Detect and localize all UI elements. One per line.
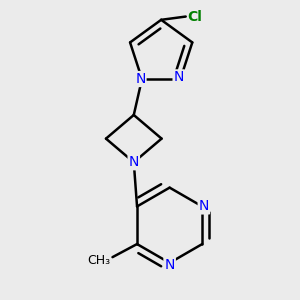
Text: Cl: Cl <box>188 10 202 24</box>
Text: N: N <box>174 70 184 84</box>
Text: N: N <box>129 155 139 169</box>
Text: N: N <box>135 72 146 86</box>
Text: N: N <box>164 257 175 272</box>
Text: CH₃: CH₃ <box>88 254 111 267</box>
Text: N: N <box>199 200 209 213</box>
